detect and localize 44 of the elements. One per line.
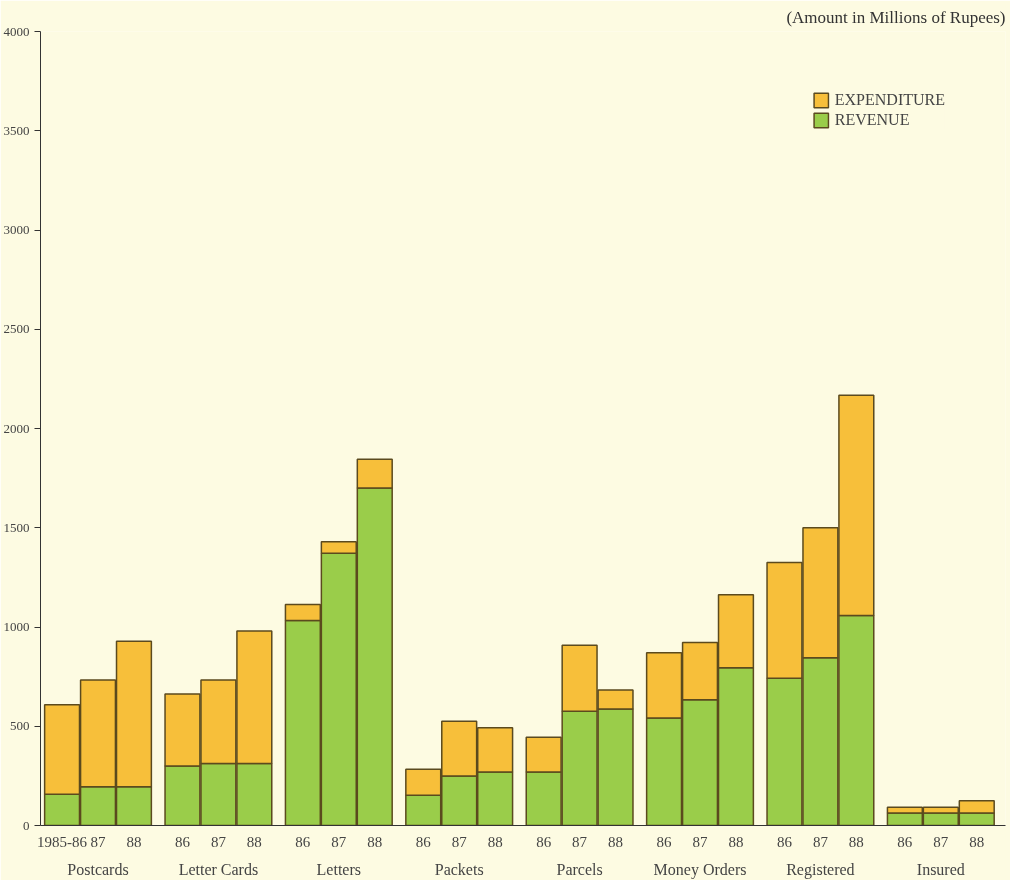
legend-label: EXPENDITURE (834, 91, 945, 109)
x-tick-label: 86 (656, 833, 673, 850)
y-tick-label: 3000 (3, 222, 30, 237)
x-tick-label: 87 (812, 833, 829, 850)
y-tick-label: 3500 (3, 122, 30, 138)
x-tick-label: 87 (90, 833, 106, 850)
x-tick-label: 86 (295, 833, 311, 850)
y-tick-label: 1000 (3, 619, 30, 634)
y-tick-label: 500 (10, 718, 30, 734)
text: Insured (916, 860, 965, 878)
x-tick-label: 86 (897, 833, 913, 850)
text: Packets (434, 860, 484, 878)
x-tick-label: 88 (246, 833, 262, 850)
text: Postcards (67, 860, 129, 878)
x-tick-label: 86 (776, 833, 793, 850)
x-tick-label: 87 (210, 833, 227, 850)
x-tick-label: 88 (608, 833, 624, 850)
x-tick-label: 87 (933, 833, 949, 850)
x-tick-label: 87 (692, 833, 709, 850)
x-tick-label: 87 (572, 833, 588, 850)
chart-subtitle: (Amount in Millions of Rupees) (786, 7, 1006, 27)
x-tick-label: 88 (728, 833, 744, 850)
text: Letter Cards (178, 860, 259, 878)
y-tick-label: 2500 (3, 321, 30, 337)
text: Parcels (556, 860, 603, 878)
x-tick-label: 87 (451, 833, 468, 850)
text: Letters (316, 860, 362, 878)
x-tick-label: 88 (487, 833, 503, 850)
text: Registered (786, 860, 855, 879)
x-tick-label: 86 (536, 833, 552, 850)
x-tick-label: 87 (331, 833, 347, 850)
x-tick-label: 88 (848, 833, 864, 850)
x-tick-label: 1985-86 (37, 833, 88, 850)
y-tick-label: 1500 (3, 519, 30, 535)
y-tick-label: 4000 (3, 23, 30, 39)
x-tick-label: 88 (969, 833, 985, 850)
text: Money Orders (653, 860, 747, 879)
x-tick-label: 86 (174, 833, 191, 850)
legend-label: REVENUE (834, 111, 910, 129)
x-tick-label: 88 (367, 833, 383, 850)
x-tick-label: 86 (415, 833, 432, 850)
y-tick-label: 0 (23, 817, 30, 833)
y-tick-label: 2000 (3, 420, 30, 436)
x-tick-label: 88 (126, 833, 142, 850)
